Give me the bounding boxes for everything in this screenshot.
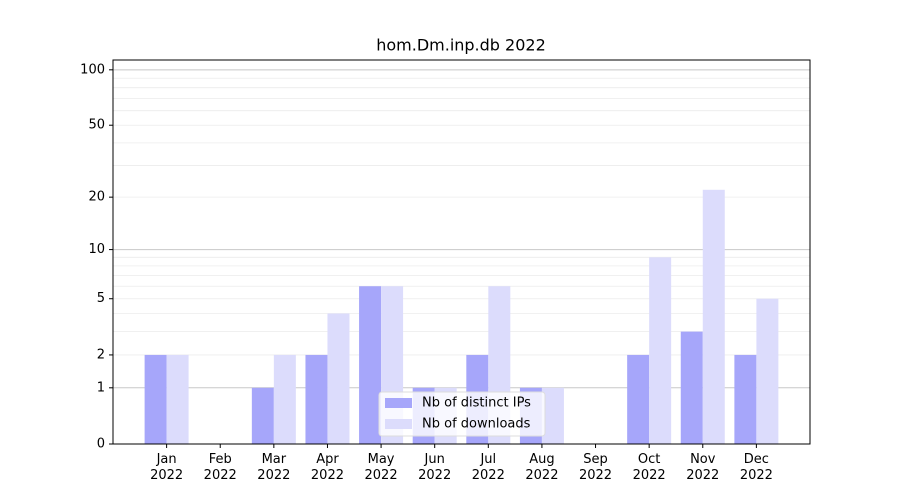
x-tick-label: Jun 2022 [418,452,452,483]
y-tick-label: 20 [88,190,105,205]
x-tick-label: Nov 2022 [686,452,720,483]
legend-box [378,391,546,437]
legend-label: Nb of distinct IPs [422,396,531,411]
legend-swatch [385,419,412,429]
y-tick-label: 5 [97,291,105,306]
x-tick-label: Apr 2022 [310,452,344,483]
y-tick-label: 100 [80,62,105,77]
bar [734,354,757,444]
bar [166,354,189,444]
legend: Nb of distinct IPs Nb of downloads [378,391,546,437]
y-tick-label: 10 [88,242,105,257]
x-tick-label: Oct 2022 [632,452,666,483]
bar [251,387,274,444]
bar [649,257,672,444]
legend-swatch [385,398,412,408]
x-tick-label: Mar 2022 [257,452,291,483]
x-tick-label: Jul 2022 [471,452,505,483]
bar [541,387,564,444]
bar [702,189,725,444]
x-tick-label: May 2022 [364,452,398,483]
bar [144,354,167,444]
x-tick-label: Jan 2022 [150,452,184,483]
x-tick-label: Dec 2022 [739,452,773,483]
x-tick-label: Feb 2022 [203,452,237,483]
chart-title: hom.Dm.inp.db 2022 [376,36,546,55]
bar [756,298,779,444]
bar [305,354,328,444]
bar [359,286,382,444]
bar [680,331,703,444]
bar [273,354,296,444]
y-tick-label: 50 [88,118,105,133]
x-tick-label: Sep 2022 [578,452,613,483]
y-tick-label: 2 [97,347,105,362]
bar [627,354,650,444]
y-tick-label: 1 [97,380,105,395]
plot-frame [112,59,811,445]
bar [327,313,350,444]
legend-label: Nb of downloads [422,417,531,432]
y-tick-label: 0 [97,437,105,452]
x-tick-label: Aug 2022 [525,452,559,483]
